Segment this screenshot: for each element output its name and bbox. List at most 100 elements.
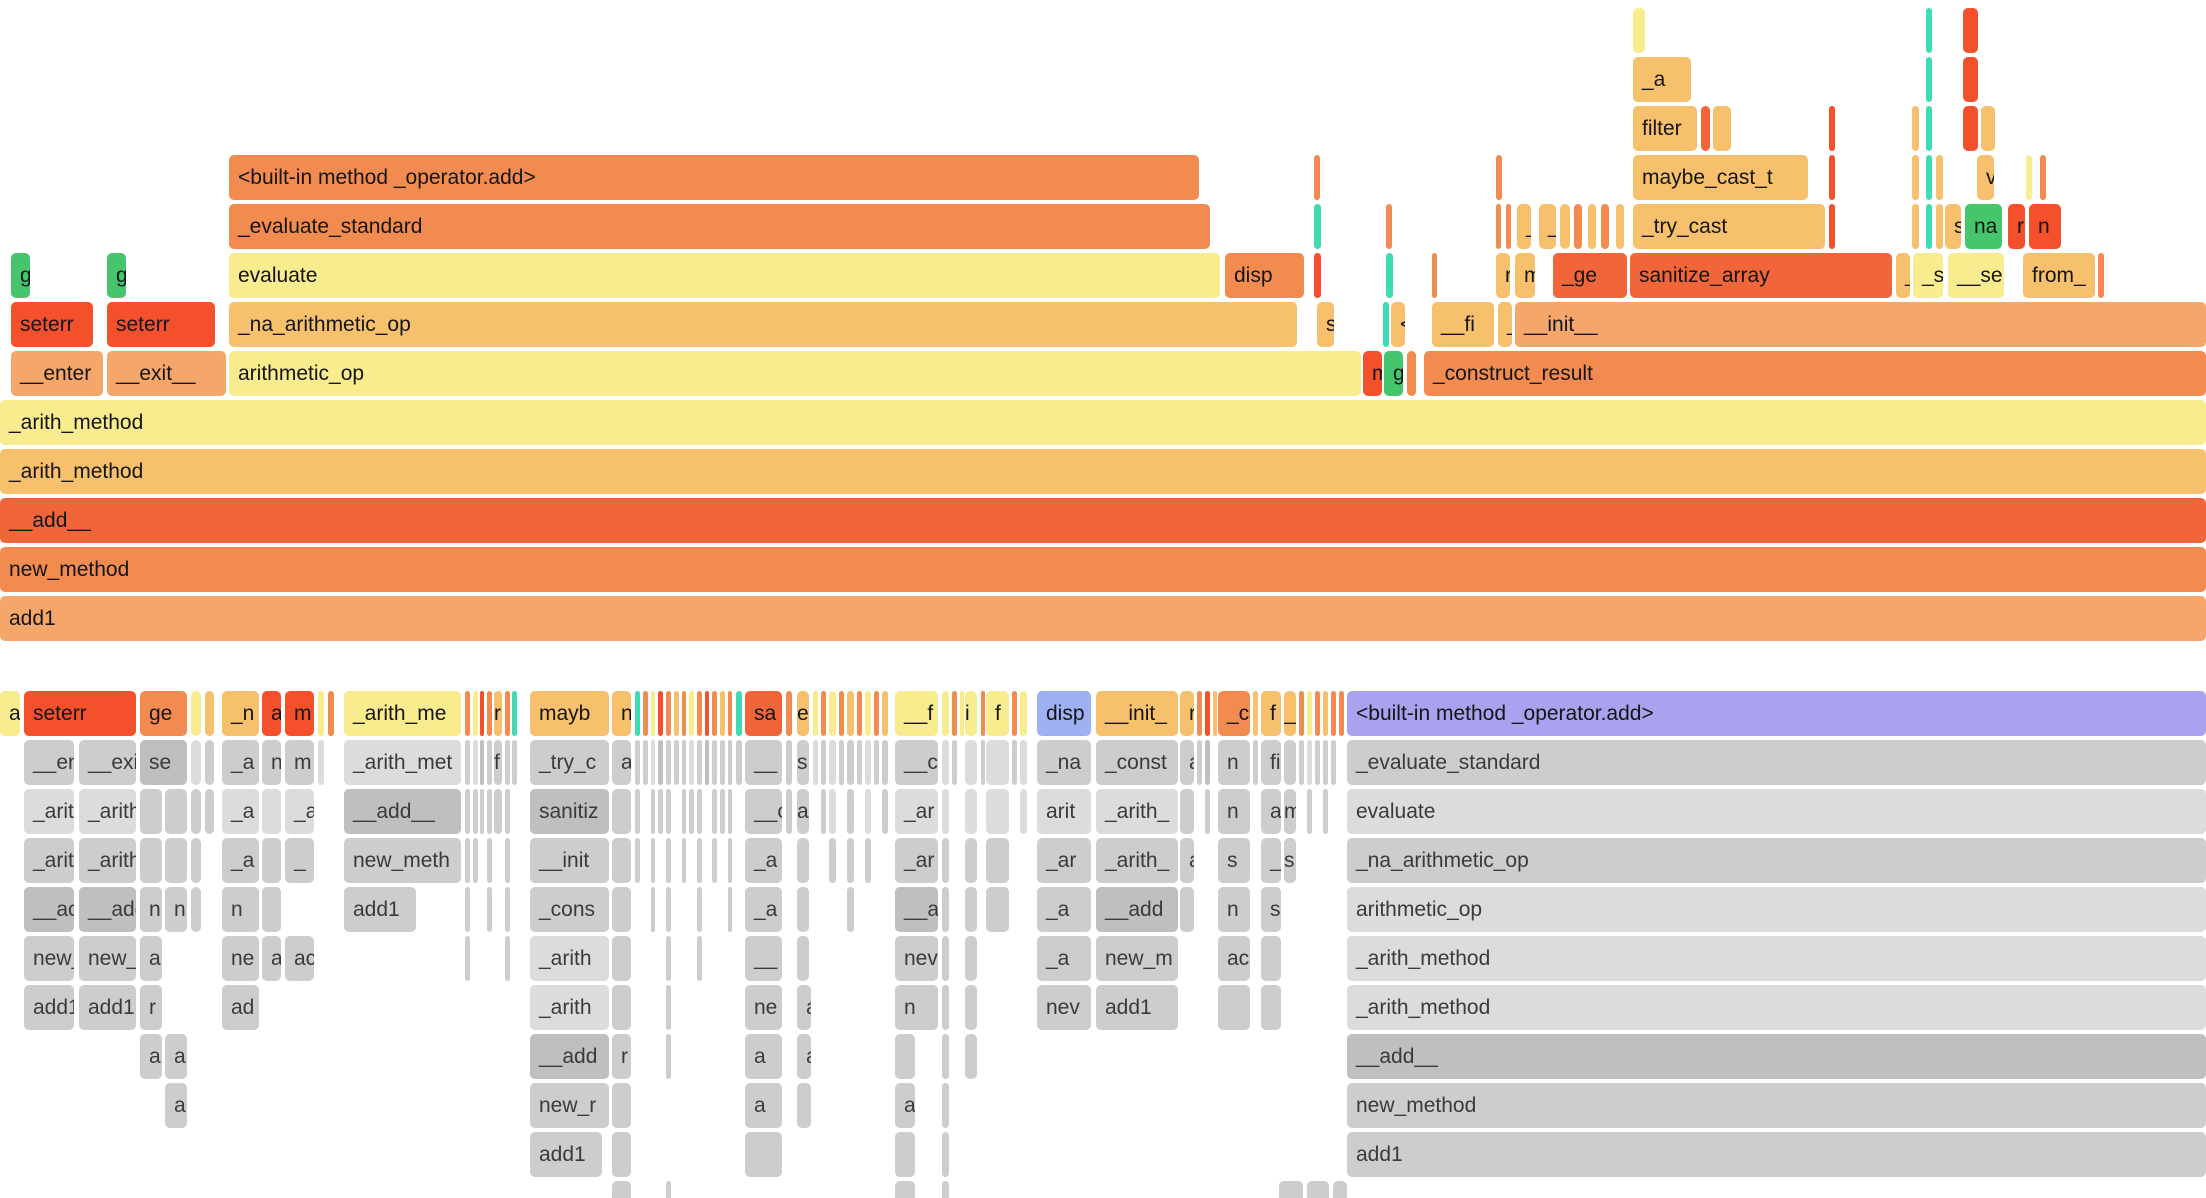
- flame-bar[interactable]: [262, 887, 281, 932]
- flame-bar[interactable]: r: [140, 985, 162, 1030]
- flame-bar[interactable]: _construct_result: [1424, 351, 2206, 396]
- flame-bar[interactable]: [981, 691, 985, 736]
- flame-bar[interactable]: [705, 740, 709, 785]
- flame-bar[interactable]: [839, 691, 844, 736]
- flame-bar[interactable]: [712, 691, 717, 736]
- flame-bar[interactable]: [952, 740, 957, 785]
- flame-bar[interactable]: [1261, 985, 1281, 1030]
- flame-bar[interactable]: [465, 936, 470, 981]
- flame-bar[interactable]: n: [1218, 887, 1250, 932]
- flame-bar[interactable]: [986, 838, 1009, 883]
- flame-bar[interactable]: [965, 789, 977, 834]
- flame-bar[interactable]: [1912, 106, 1919, 151]
- flame-bar[interactable]: [942, 740, 949, 785]
- flame-bar[interactable]: <: [1391, 302, 1405, 347]
- flame-bar[interactable]: ad: [222, 985, 259, 1030]
- flame-bar[interactable]: _a: [1037, 887, 1091, 932]
- flame-bar[interactable]: sanitize_array: [1630, 253, 1892, 298]
- flame-bar[interactable]: [205, 691, 214, 736]
- flame-bar[interactable]: [612, 789, 631, 834]
- flame-bar[interactable]: _a: [285, 789, 314, 834]
- flame-bar[interactable]: sanitiz: [530, 789, 609, 834]
- flame-bar[interactable]: [1315, 691, 1320, 736]
- flame-bar[interactable]: [1012, 740, 1017, 785]
- flame-bar[interactable]: __init_: [1096, 691, 1178, 736]
- flame-bar[interactable]: [1496, 155, 1502, 200]
- flame-bar[interactable]: [666, 838, 671, 883]
- flame-bar[interactable]: [651, 740, 655, 785]
- flame-bar[interactable]: [505, 887, 510, 932]
- flame-bar[interactable]: [682, 740, 686, 785]
- flame-bar[interactable]: _n: [222, 691, 259, 736]
- flame-bar[interactable]: _arith_me: [344, 691, 461, 736]
- flame-bar[interactable]: [674, 740, 679, 785]
- flame-bar[interactable]: maybe_cast_t: [1633, 155, 1808, 200]
- flame-bar[interactable]: add1: [530, 1132, 602, 1177]
- flame-bar[interactable]: [1926, 155, 1932, 200]
- flame-bar[interactable]: [465, 691, 470, 736]
- flame-bar[interactable]: s: [1261, 887, 1281, 932]
- flame-bar[interactable]: [2026, 155, 2032, 200]
- flame-bar[interactable]: [1331, 691, 1336, 736]
- flame-bar[interactable]: [813, 740, 818, 785]
- flame-bar[interactable]: na: [1965, 204, 2002, 249]
- flame-bar[interactable]: [1323, 691, 1328, 736]
- flame-bar[interactable]: __add__: [0, 498, 2206, 543]
- flame-bar[interactable]: [666, 789, 671, 834]
- flame-bar[interactable]: [651, 691, 655, 736]
- flame-bar[interactable]: _: [1539, 204, 1556, 249]
- flame-bar[interactable]: [786, 740, 792, 785]
- flame-bar[interactable]: [1323, 740, 1328, 785]
- flame-bar[interactable]: s: [797, 740, 809, 785]
- flame-bar[interactable]: [745, 1132, 782, 1177]
- flame-bar[interactable]: [847, 740, 854, 785]
- flame-bar[interactable]: [465, 789, 470, 834]
- flame-bar[interactable]: __exit: [79, 740, 136, 785]
- flame-bar[interactable]: [465, 887, 470, 932]
- flame-bar[interactable]: m: [1284, 789, 1296, 834]
- flame-bar[interactable]: [1383, 302, 1389, 347]
- flame-bar[interactable]: s: [1284, 838, 1296, 883]
- flame-bar[interactable]: [473, 740, 478, 785]
- flame-bar[interactable]: [1574, 204, 1582, 249]
- flame-bar[interactable]: [512, 691, 517, 736]
- flame-bar[interactable]: [1926, 204, 1932, 249]
- flame-bar[interactable]: [643, 691, 648, 736]
- flame-bar[interactable]: add1: [79, 985, 136, 1030]
- flame-bar[interactable]: [1012, 691, 1017, 736]
- flame-bar[interactable]: [697, 887, 702, 932]
- flame-bar[interactable]: _a: [222, 740, 259, 785]
- flame-bar[interactable]: n: [2029, 204, 2061, 249]
- flame-bar[interactable]: [635, 789, 640, 834]
- flame-bar[interactable]: seterr: [11, 302, 93, 347]
- flame-bar[interactable]: [465, 838, 470, 883]
- flame-bar[interactable]: [1323, 789, 1328, 834]
- flame-bar[interactable]: [1315, 740, 1320, 785]
- flame-bar[interactable]: _arit: [24, 838, 74, 883]
- flame-bar[interactable]: [666, 936, 671, 981]
- flame-bar[interactable]: _arith_: [1096, 789, 1178, 834]
- flame-bar[interactable]: [720, 691, 725, 736]
- flame-bar[interactable]: [1926, 57, 1932, 102]
- flame-bar[interactable]: [1307, 691, 1312, 736]
- flame-bar[interactable]: [487, 887, 492, 932]
- flame-bar[interactable]: _ar: [1037, 838, 1091, 883]
- flame-bar[interactable]: [1213, 691, 1217, 736]
- flame-bar[interactable]: [821, 740, 826, 785]
- flame-bar[interactable]: [1261, 936, 1281, 981]
- flame-bar[interactable]: g: [1384, 351, 1403, 396]
- flame-bar[interactable]: _na_arithmetic_op: [229, 302, 1297, 347]
- flame-bar[interactable]: [205, 789, 214, 834]
- flame-bar[interactable]: [674, 691, 679, 736]
- flame-bar[interactable]: n: [1307, 1181, 1329, 1198]
- flame-bar[interactable]: f: [986, 691, 1009, 736]
- flame-bar[interactable]: [328, 691, 334, 736]
- flame-bar[interactable]: [1560, 204, 1570, 249]
- flame-bar[interactable]: a: [612, 740, 631, 785]
- flame-bar[interactable]: [1432, 253, 1437, 298]
- flame-bar[interactable]: [191, 838, 201, 883]
- flame-bar[interactable]: [1407, 351, 1416, 396]
- flame-bar[interactable]: [813, 691, 818, 736]
- flame-bar[interactable]: [857, 691, 862, 736]
- flame-bar[interactable]: _: [1498, 302, 1512, 347]
